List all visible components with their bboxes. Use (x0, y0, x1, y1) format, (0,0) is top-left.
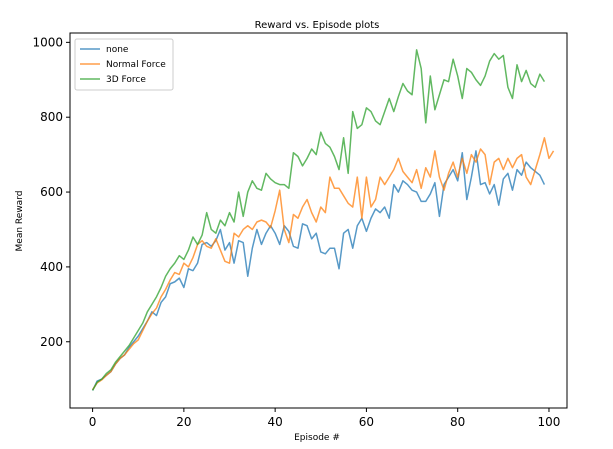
x-axis-label: Episode # (294, 433, 340, 443)
x-tick-label: 40 (268, 415, 283, 429)
legend-box (74, 38, 174, 91)
plot-frame (69, 32, 568, 409)
x-tick-label: 80 (450, 415, 465, 429)
x-tick-label: 0 (89, 415, 97, 429)
x-tick-label: 60 (359, 415, 374, 429)
y-tick-label: 1000 (32, 35, 63, 49)
legend-label: none (106, 45, 129, 55)
y-tick-label: 200 (40, 335, 63, 349)
y-axis: 200 400 600 800 1000 (32, 35, 70, 349)
y-axis-label: Mean Reward (15, 191, 25, 252)
y-tick-label: 800 (40, 110, 63, 124)
legend: none Normal Force 3D Force (74, 38, 174, 91)
y-tick-label: 400 (40, 260, 63, 274)
series-line-3 (91, 49, 546, 391)
chart-title: Reward vs. Episode plots (255, 20, 380, 31)
y-tick-label: 600 (40, 185, 63, 199)
series-line-2 (91, 137, 555, 391)
plot-area (69, 32, 568, 409)
x-tick-label: 100 (538, 415, 561, 429)
x-axis: 0 20 40 60 80 100 (89, 408, 561, 429)
x-tick-label: 20 (176, 415, 191, 429)
legend-label: Normal Force (106, 60, 166, 70)
series-line-1 (91, 150, 546, 391)
legend-label: 3D Force (106, 75, 146, 85)
